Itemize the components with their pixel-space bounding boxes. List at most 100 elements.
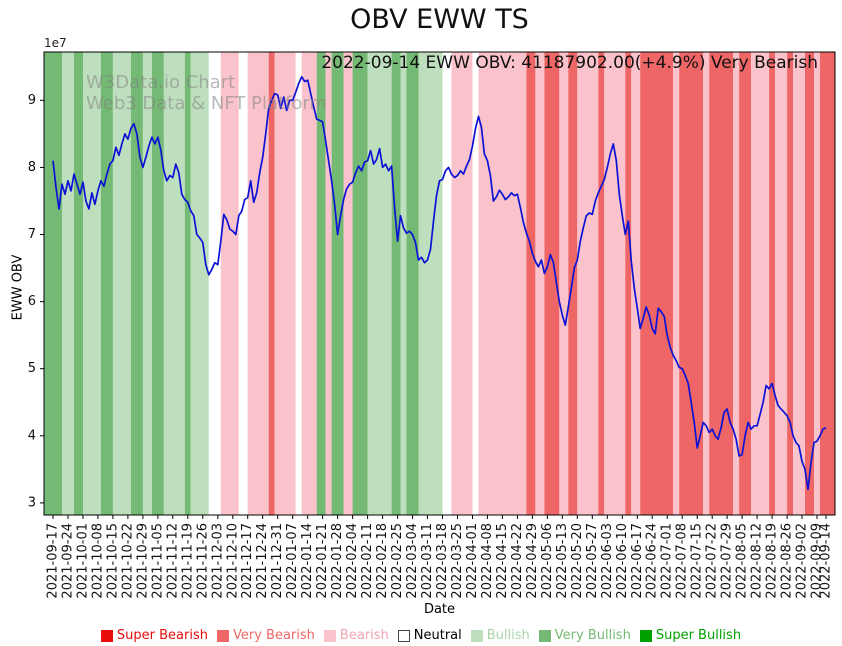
x-tick-label: 2021-10-29 [135, 523, 150, 599]
legend-swatch-very-bearish [217, 629, 229, 642]
x-tick-label: 2022-07-22 [705, 523, 720, 599]
sentiment-band-very-bearish [805, 52, 814, 515]
legend-swatch-super-bearish [100, 629, 113, 642]
x-tick-label: 2022-01-28 [330, 523, 345, 599]
sentiment-band-very-bullish [391, 52, 401, 515]
sentiment-band-very-bullish [74, 52, 83, 515]
x-tick-label: 2022-04-01 [465, 523, 480, 599]
x-tick-label: 2022-04-08 [480, 523, 495, 599]
sentiment-band-neutral [442, 52, 452, 515]
x-tick-label: 2022-02-25 [390, 523, 405, 599]
legend-swatch-bearish [323, 629, 336, 642]
sentiment-band-very-bearish [787, 52, 794, 515]
x-tick-label: 2022-01-14 [300, 523, 315, 599]
sentiment-band-bearish [451, 52, 473, 515]
x-tick-label: 2022-01-21 [315, 523, 330, 599]
legend-item-super-bearish: Super Bearish [100, 628, 208, 643]
x-tick-label: 2022-02-18 [375, 523, 390, 599]
sentiment-band-very-bearish [268, 52, 275, 515]
sentiment-band-bearish [559, 52, 569, 515]
x-tick-label: 2022-07-29 [720, 523, 735, 599]
x-tick-label: 2021-10-08 [90, 523, 105, 599]
y-tick-label: 6 [28, 294, 36, 309]
x-tick-label: 2021-12-10 [225, 523, 240, 599]
x-tick-label: 2022-02-11 [360, 523, 375, 599]
y-tick-label: 8 [28, 160, 36, 175]
y-axis-title: EWW OBV [10, 254, 26, 321]
legend-item-neutral: Neutral [397, 628, 462, 643]
x-tick-label: 2022-08-05 [735, 523, 750, 599]
legend-label-super-bearish: Super Bearish [116, 628, 208, 643]
x-tick-label: 2021-09-24 [61, 523, 76, 599]
sentiment-band-bearish [775, 52, 788, 515]
sentiment-band-very-bearish [625, 52, 632, 515]
x-tick-label: 2021-11-05 [150, 523, 165, 599]
sentiment-band-bearish [814, 52, 820, 515]
legend-item-bearish: Bearish [323, 628, 389, 643]
x-tick-label: 2021-10-15 [105, 523, 120, 599]
x-tick-label: 2022-08-26 [780, 523, 795, 599]
x-tick-label: 2022-06-17 [630, 523, 645, 599]
x-tick-label: 2021-10-22 [120, 523, 135, 599]
sentiment-band-bullish [400, 52, 407, 515]
obv-line [52, 75, 827, 491]
x-tick-label: 2022-05-06 [540, 523, 555, 599]
sentiment-band-bearish [673, 52, 680, 515]
sentiment-band-very-bullish [151, 52, 164, 515]
sentiment-band-bullish [163, 52, 185, 515]
x-tick-label: 2022-09-14 [819, 523, 834, 599]
sentiment-band-neutral [295, 52, 302, 515]
x-tick-label: 2021-11-12 [165, 523, 180, 599]
sentiment-band-very-bullish [406, 52, 419, 515]
x-tick-label: 2022-09-09 [810, 523, 825, 599]
sentiment-band-very-bullish [331, 52, 344, 515]
sentiment-band-neutral [208, 52, 221, 515]
sentiment-band-very-bearish [640, 52, 674, 515]
sentiment-band-bearish [703, 52, 710, 515]
x-tick-label: 2022-06-24 [645, 523, 660, 599]
y-tick-label: 5 [28, 361, 36, 376]
sentiment-band-bearish [478, 52, 527, 515]
legend-item-super-bullish: Super Bullish [639, 628, 741, 643]
sentiment-band-bullish [190, 52, 209, 515]
sentiment-band-very-bearish [739, 52, 752, 515]
x-tick-label: 2022-08-19 [765, 523, 780, 599]
sentiment-band-very-bearish [598, 52, 605, 515]
sentiment-band-bearish [247, 52, 269, 515]
sentiment-band-very-bullish [100, 52, 113, 515]
legend-label-bullish: Bullish [486, 628, 530, 643]
sentiment-band-bearish [751, 52, 770, 515]
x-tick-label: 2022-04-29 [525, 523, 540, 599]
sentiment-band-very-bullish [352, 52, 368, 515]
x-tick-label: 2022-02-04 [345, 523, 360, 599]
y-tick-label: 3 [28, 495, 36, 510]
sentiment-band-very-bearish [544, 52, 560, 515]
x-tick-label: 2021-09-17 [46, 523, 61, 599]
x-tick-label: 2022-01-07 [285, 523, 300, 599]
legend-item-very-bullish: Very Bullish [538, 628, 631, 643]
x-tick-label: 2022-05-13 [555, 523, 570, 599]
y-tick-label: 4 [28, 428, 36, 443]
x-tick-label: 2021-12-03 [210, 523, 225, 599]
x-tick-label: 2022-03-25 [450, 523, 465, 599]
x-tick-label: 2022-07-01 [660, 523, 675, 599]
legend-label-bearish: Bearish [339, 628, 389, 643]
sentiment-band-very-bearish [769, 52, 776, 515]
sentiment-band-bullish [367, 52, 392, 515]
y-tick-label: 9 [28, 93, 36, 108]
x-axis-title: Date [423, 602, 456, 617]
sentiment-band-bullish [83, 52, 101, 515]
sentiment-band-very-bullish [184, 52, 191, 515]
x-tick-label: 2022-03-04 [405, 523, 420, 599]
sentiment-band-very-bearish [526, 52, 536, 515]
legend-label-neutral: Neutral [413, 628, 462, 643]
legend-swatch-very-bullish [538, 629, 551, 642]
x-tick-label: 2022-05-27 [585, 523, 600, 599]
x-tick-label: 2021-11-19 [180, 523, 195, 599]
x-tick-label: 2021-10-01 [76, 523, 91, 599]
sentiment-band-bearish [604, 52, 626, 515]
sentiment-band-bullish [62, 52, 74, 515]
sentiment-band-bearish [631, 52, 641, 515]
x-tick-label: 2022-07-08 [675, 523, 690, 599]
